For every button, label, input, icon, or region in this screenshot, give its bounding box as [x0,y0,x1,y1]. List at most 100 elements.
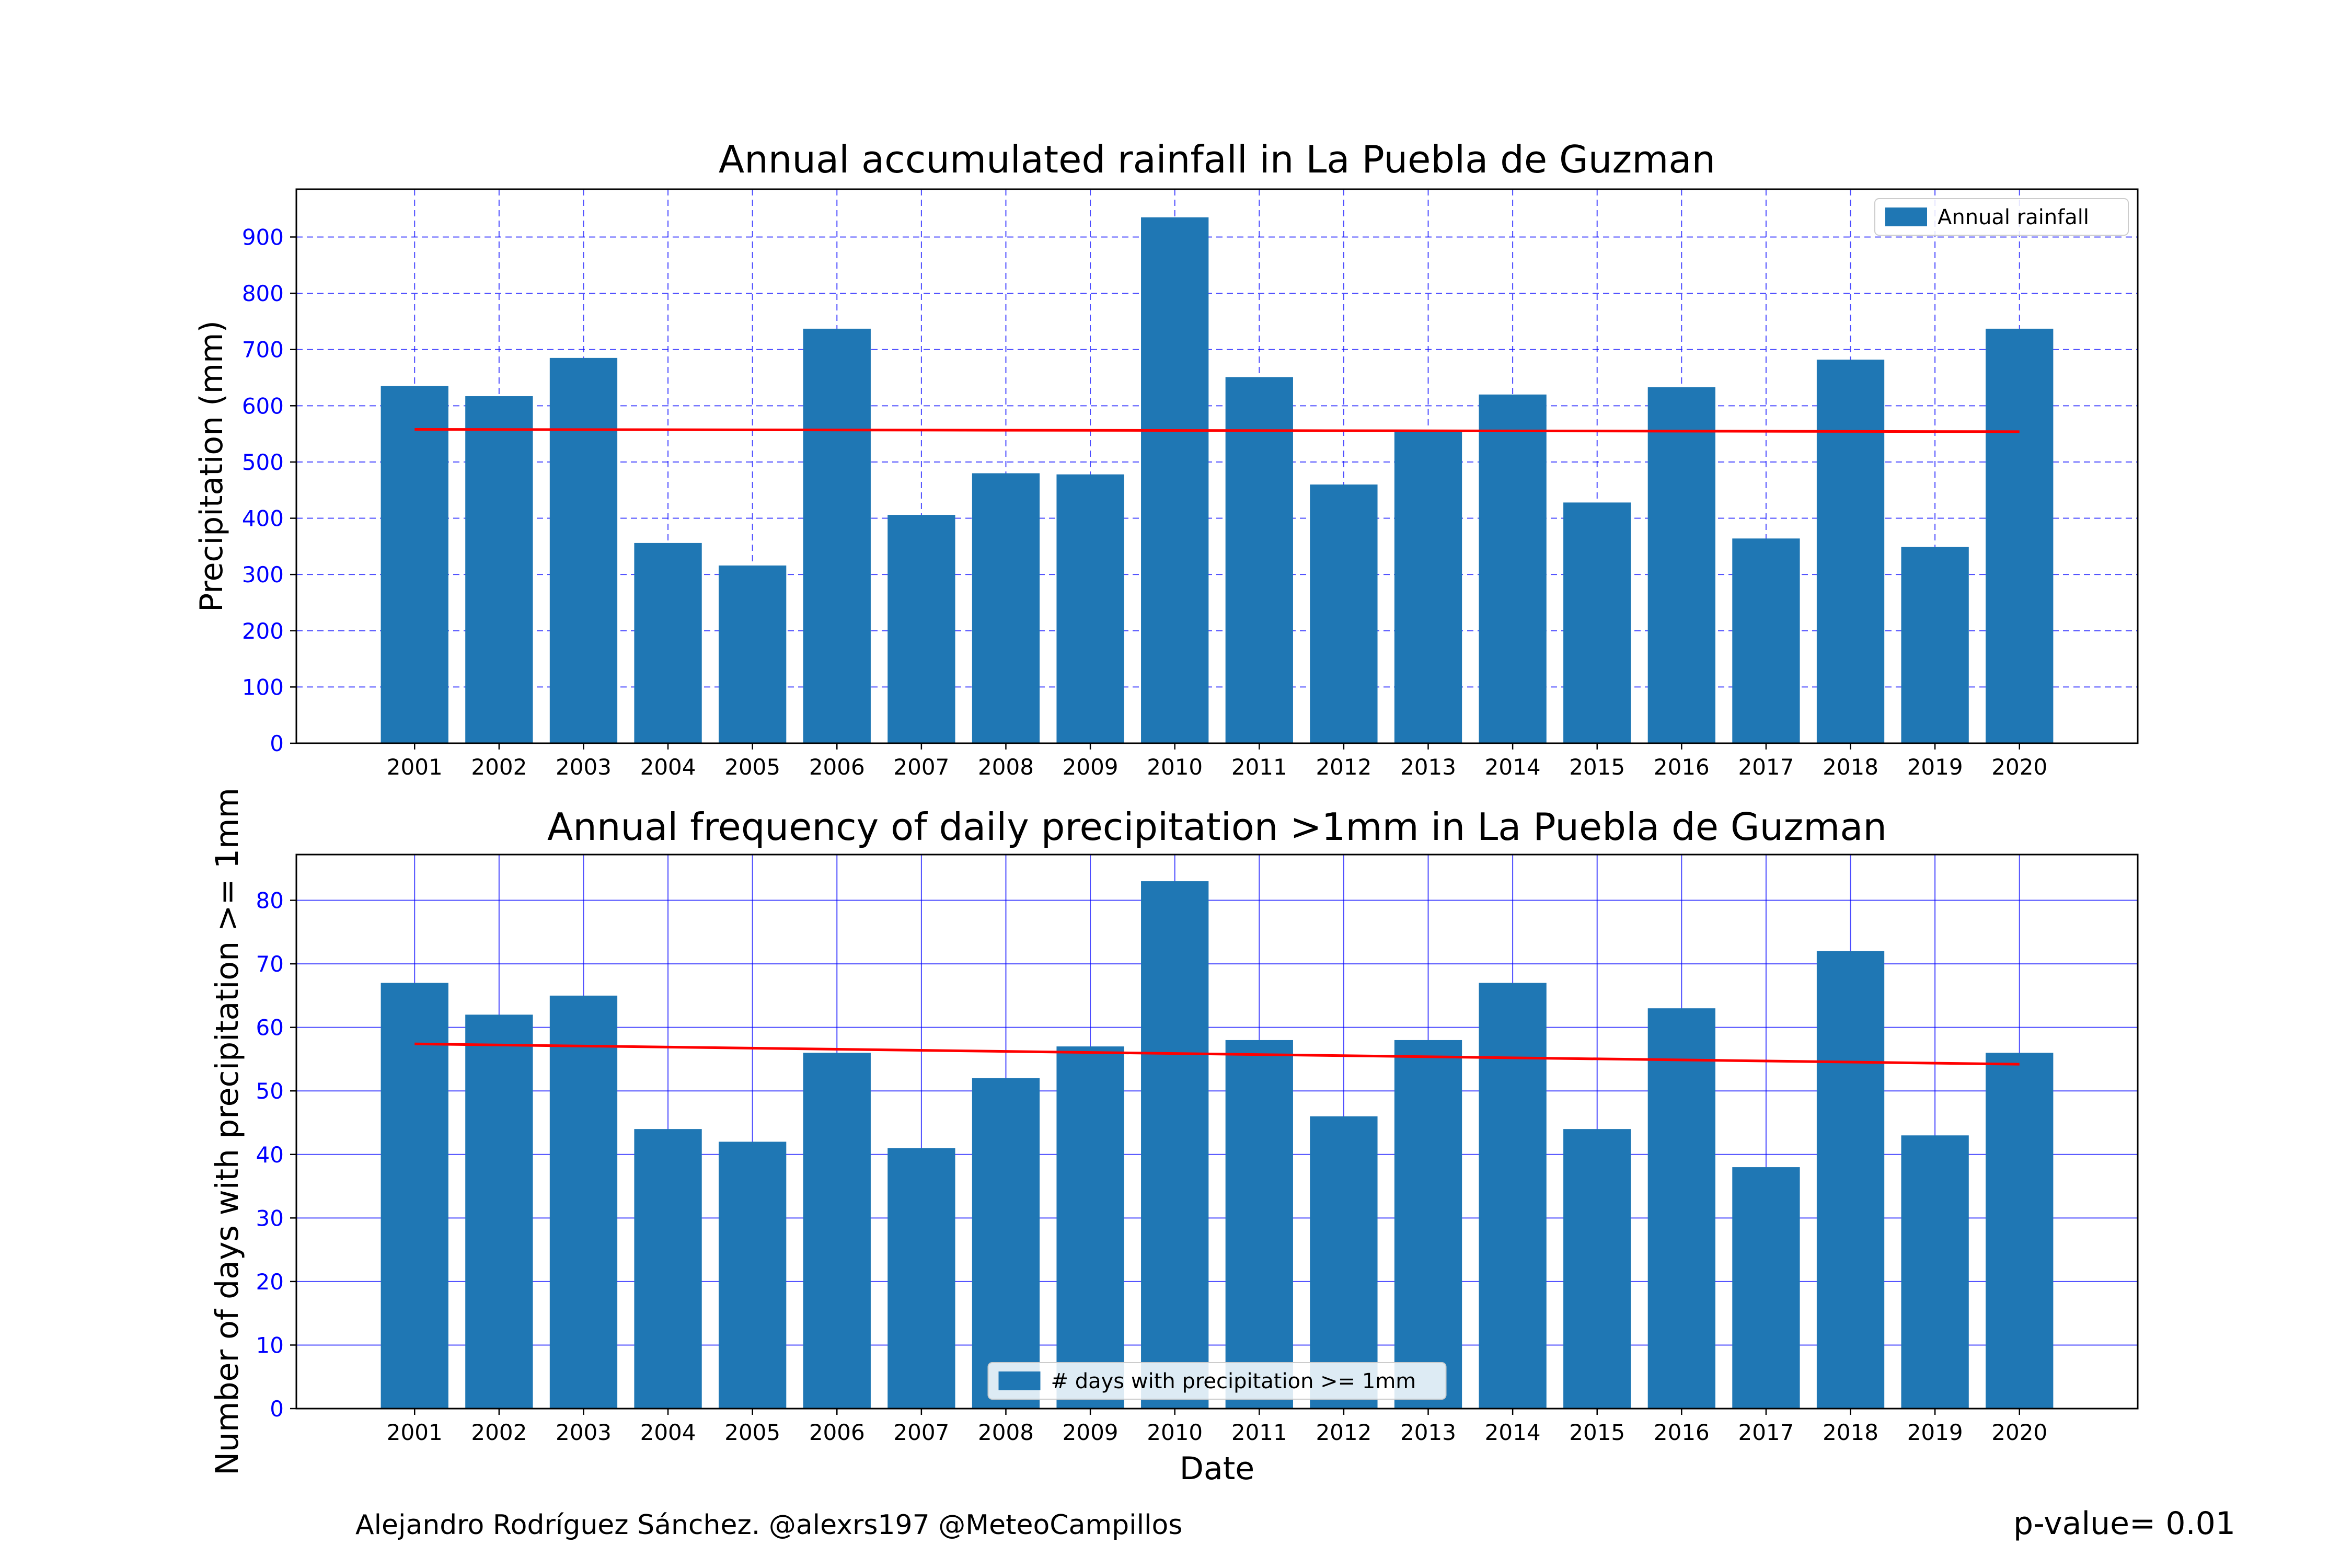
y-tick-label: 200 [242,618,284,644]
y-tick-label: 0 [270,1396,284,1422]
x-tick-label: 2016 [1654,754,1710,780]
x-tick-label: 2001 [387,754,443,780]
legend-box [1874,198,2129,236]
x-tick-label: 2006 [809,1420,865,1445]
bar-2016 [1647,1008,1715,1409]
x-tick-label: 2007 [893,1420,949,1445]
bar-2005 [719,565,787,743]
bar-2006 [803,1053,871,1409]
y-axis-label: Precipitation (mm) [193,320,230,612]
bar-2001 [381,983,448,1409]
x-tick-label: 2020 [1991,754,2047,780]
bar-2006 [803,328,871,743]
x-tick-label: 2012 [1316,754,1371,780]
y-tick-label: 400 [242,506,284,532]
bar-2010 [1141,881,1209,1409]
bars [381,881,2054,1409]
legend-box [987,1362,1447,1400]
x-tick-label: 2017 [1738,1420,1794,1445]
x-tick-label: 2001 [387,1420,443,1445]
x-tick-label: 2009 [1063,754,1119,780]
x-tick-label: 2014 [1485,754,1541,780]
y-tick-label: 30 [256,1205,284,1231]
bar-2009 [1056,1046,1124,1409]
y-tick-label: 50 [256,1078,284,1104]
p-value-label: p-value= 0.01 [2013,1505,2235,1542]
y-tick-label: 800 [242,281,284,306]
y-tick-label: 20 [256,1269,284,1295]
y-tick-label: 80 [256,888,284,914]
bar-2017 [1732,1167,1800,1409]
x-tick-label: 2010 [1147,754,1203,780]
x-tick-label: 2008 [978,754,1034,780]
bar-2010 [1141,217,1209,743]
x-tick-label: 2015 [1569,754,1625,780]
legend: Annual rainfall [1874,198,2129,236]
bar-2018 [1816,360,1885,743]
x-tick-label: 2019 [1907,1420,1963,1445]
x-tick-label: 2002 [471,1420,527,1445]
x-tick-label: 2002 [471,754,527,780]
bar-2002 [465,396,533,743]
bar-2015 [1563,1129,1631,1409]
x-tick-label: 2004 [640,1420,696,1445]
legend: # days with precipitation >= 1mm [987,1362,1447,1400]
legend-swatch [1885,207,1927,226]
bar-2020 [1986,1053,2054,1409]
x-tick-label: 2010 [1147,1420,1203,1445]
bar-2013 [1394,431,1462,743]
legend-swatch [998,1371,1041,1390]
x-tick-label: 2005 [724,754,780,780]
bar-2002 [465,1014,533,1409]
chart-title: Annual accumulated rainfall in La Puebla… [719,137,1715,181]
y-tick-label: 0 [270,731,284,756]
y-tick-label: 600 [242,393,284,419]
bar-2011 [1225,377,1293,743]
bar-2005 [719,1142,787,1409]
bar-2014 [1479,394,1547,743]
rain-days-chart: 2001 2002 2003 2004 2005 2006 2007 2008 2009 2010… [209,788,2139,1487]
bars [381,217,2054,743]
bar-2003 [549,995,618,1409]
bar-2007 [887,515,955,743]
x-tick-label: 2013 [1400,1420,1456,1445]
x-tick-label: 2019 [1907,754,1963,780]
bar-2004 [634,1129,702,1409]
y-tick-label: 40 [256,1142,284,1168]
bar-2014 [1479,983,1547,1409]
x-tick-label: 2014 [1485,1420,1541,1445]
chart-title: Annual frequency of daily precipitation … [547,805,1887,849]
bar-2019 [1901,1135,1969,1409]
axes-frame [295,188,2139,744]
y-tick-label: 500 [242,449,284,475]
bar-2003 [549,358,618,743]
x-axis-label: Date [1180,1450,1254,1487]
y-tick-label: 700 [242,337,284,363]
bar-2019 [1901,547,1969,743]
bar-2004 [634,543,702,743]
y-tick-label: 900 [242,224,284,250]
x-tick-label: 2007 [893,754,949,780]
y-tick-label: 70 [256,951,284,977]
bar-2016 [1647,387,1715,743]
bar-2007 [887,1148,955,1409]
bar-2008 [972,473,1040,743]
bar-2013 [1394,1040,1462,1409]
x-tick-label: 2009 [1063,1420,1119,1445]
x-tick-label: 2011 [1231,754,1287,780]
y-tick-label: 100 [242,674,284,700]
bar-2012 [1310,484,1378,743]
footer-credit: Alejandro Rodríguez Sánchez. @alexrs197 … [355,1509,1182,1541]
y-tick-label: 60 [256,1015,284,1041]
x-tick-label: 2005 [724,1420,780,1445]
x-tick-label: 2018 [1823,754,1878,780]
x-tick-label: 2018 [1823,1420,1878,1445]
x-tick-label: 2020 [1991,1420,2047,1445]
bar-2012 [1310,1116,1378,1409]
y-tick-label: 300 [242,562,284,587]
legend-label: Annual rainfall [1938,205,2089,229]
x-tick-label: 2017 [1738,754,1794,780]
x-tick-label: 2003 [556,1420,612,1445]
x-tick-label: 2004 [640,754,696,780]
